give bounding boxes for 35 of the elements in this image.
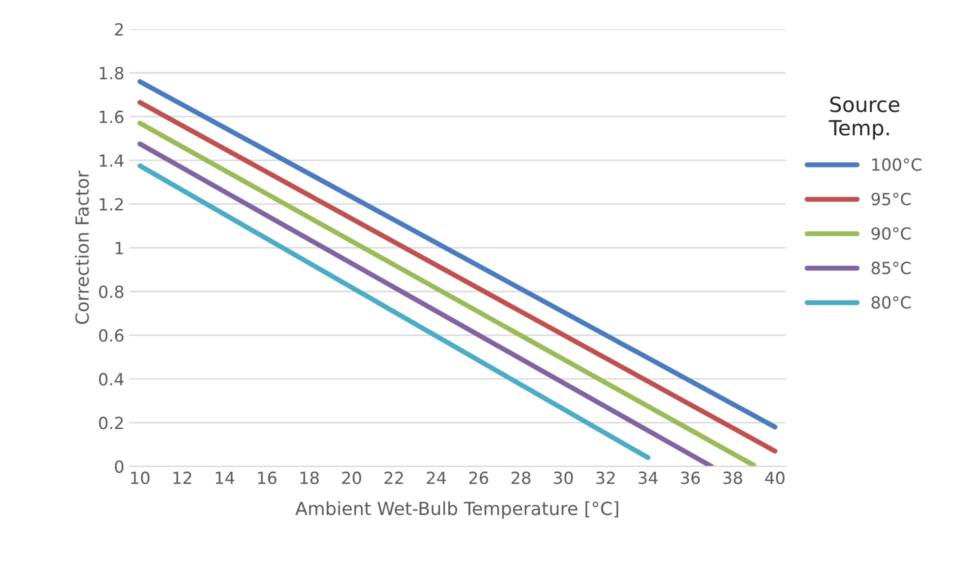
x-tick-label: 10 — [131, 472, 150, 484]
x-tick-label: 36 — [680, 472, 700, 484]
x-tick-label: 34 — [638, 472, 658, 484]
y-tick-label: 1.8 — [100, 66, 124, 80]
x-axis-title: Ambient Wet-Bulb Temperature [°C] — [295, 501, 618, 519]
y-tick-label: 1.2 — [100, 198, 123, 210]
y-tick-label: 0.6 — [99, 329, 124, 342]
x-tick-label: 26 — [469, 472, 488, 484]
x-tick-label: 20 — [342, 472, 362, 484]
x-tick-label: 24 — [426, 472, 446, 484]
y-tick-label: 1 — [116, 242, 123, 254]
y-tick-label: 1.6 — [100, 110, 124, 124]
x-tick-label: 40 — [765, 472, 784, 484]
y-tick-label: 2 — [115, 23, 123, 36]
x-tick-label: 22 — [384, 472, 403, 484]
y-tick-label: 1.4 — [100, 154, 124, 167]
x-tick-label: 32 — [596, 472, 615, 484]
y-tick-label: 0 — [114, 460, 124, 473]
legend-label: 90°C — [872, 227, 911, 240]
legend-label: 80°C — [872, 296, 911, 309]
x-tick-label: 14 — [216, 472, 234, 484]
x-tick-label: 28 — [512, 472, 530, 484]
legend-label: 85°C — [872, 262, 911, 274]
legend-title: Source Temp. — [828, 96, 900, 140]
legend-label: 100°C — [872, 158, 922, 171]
y-tick-label: 0.8 — [99, 285, 124, 298]
x-tick-label: 16 — [258, 472, 276, 484]
y-axis-title: Correction Factor — [74, 170, 89, 324]
x-tick-label: 30 — [554, 472, 573, 484]
x-tick-label: 18 — [300, 472, 319, 484]
y-tick-label: 0.4 — [99, 372, 124, 386]
x-tick-label: 38 — [723, 472, 742, 484]
legend-label: 95°C — [872, 192, 911, 206]
y-tick-label: 0.2 — [99, 416, 123, 430]
x-tick-label: 12 — [173, 472, 192, 484]
